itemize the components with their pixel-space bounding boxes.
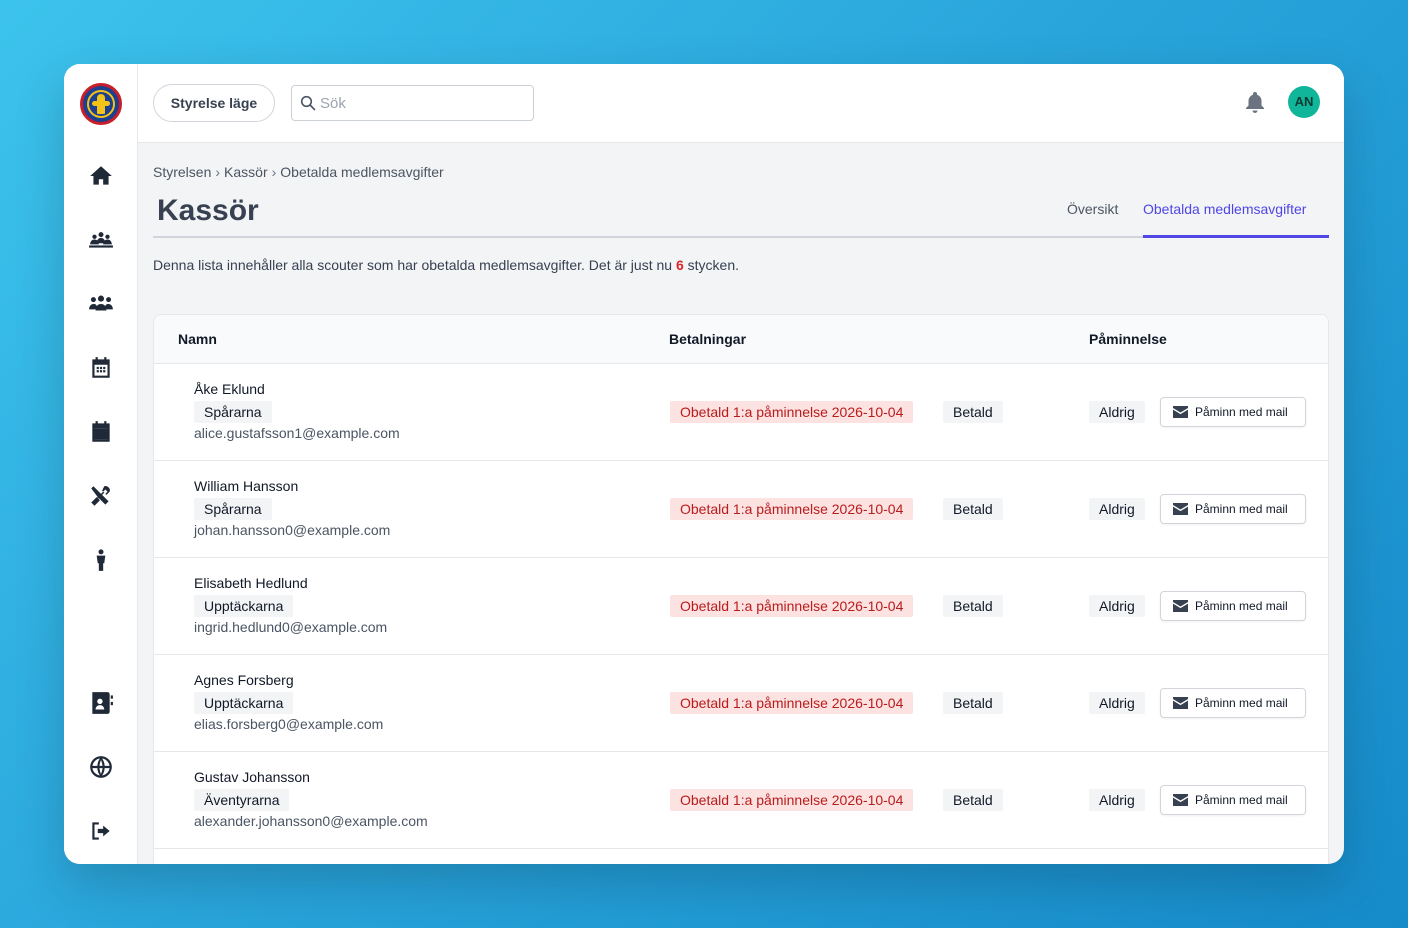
remind-button-label: Påminn med mail: [1195, 405, 1288, 419]
breadcrumb: Styrelsen › Kassör › Obetalda medlemsavgifte…: [153, 164, 444, 180]
unpaid-fees-table: Namn Betalningar Påminnelse Åke Eklund S…: [153, 314, 1329, 864]
remind-by-mail-button[interactable]: Påminn med mail: [1160, 591, 1306, 621]
header-payments: Betalningar: [669, 331, 747, 347]
mail-icon: [1173, 600, 1188, 612]
remind-button-label: Påminn med mail: [1195, 502, 1288, 516]
remind-by-mail-button[interactable]: Påminn med mail: [1160, 397, 1306, 427]
board-mode-button[interactable]: Styrelse läge: [153, 84, 275, 122]
description-suffix: stycken.: [687, 257, 739, 273]
app-window: Styrelse läge AN Styrelsen›Kassör›Obetal…: [64, 64, 1344, 864]
description-text: Denna lista innehåller alla scouter som …: [153, 257, 673, 273]
table-row: Agnes Forsberg Upptäckarna elias.forsber…: [154, 654, 1328, 751]
contact-book-icon[interactable]: [88, 690, 114, 716]
tabs-divider: [153, 236, 1329, 238]
search-box[interactable]: [291, 85, 534, 121]
remind-by-mail-button[interactable]: Påminn med mail: [1160, 688, 1306, 718]
paid-badge: Betald: [943, 498, 1003, 520]
logo[interactable]: [80, 83, 122, 125]
active-tab-indicator: [1143, 235, 1329, 238]
unpaid-count: 6: [675, 257, 684, 273]
reminder-status-badge: Aldrig: [1089, 401, 1145, 423]
table-row: [154, 848, 1328, 864]
unpaid-badge: Obetald 1:a påminnelse 2026-10-04: [670, 789, 914, 811]
mail-icon: [1173, 794, 1188, 806]
paid-badge: Betald: [943, 595, 1003, 617]
top-bar: Styrelse läge AN: [138, 64, 1344, 143]
table-row: Gustav Johansson Äventyrarna alexander.j…: [154, 751, 1328, 848]
header-name: Namn: [178, 331, 217, 347]
unpaid-badge: Obetald 1:a påminnelse 2026-10-04: [670, 498, 914, 520]
reminder-status-badge: Aldrig: [1089, 789, 1145, 811]
member-email: johan.hansson0@example.com: [194, 522, 391, 538]
camp-group-icon[interactable]: [88, 227, 114, 253]
calendar-icon[interactable]: [88, 419, 114, 445]
group-badge: Spårarna: [194, 498, 272, 520]
reminder-status-badge: Aldrig: [1089, 498, 1145, 520]
member-name: William Hansson: [194, 478, 299, 494]
logo-ring: [87, 90, 115, 118]
logout-icon[interactable]: [88, 818, 114, 844]
unpaid-badge: Obetald 1:a påminnelse 2026-10-04: [670, 692, 914, 714]
member-email: elias.forsberg0@example.com: [194, 716, 384, 732]
table-header: Namn Betalningar Påminnelse: [154, 315, 1328, 363]
reminder-status-badge: Aldrig: [1089, 692, 1145, 714]
member-name: Gustav Johansson: [194, 769, 310, 785]
home-icon[interactable]: [88, 163, 114, 189]
sidebar: [64, 64, 138, 864]
mail-icon: [1173, 406, 1188, 418]
breadcrumb-item[interactable]: Kassör: [224, 164, 268, 180]
child-icon[interactable]: [88, 547, 114, 573]
chevron-right-icon: ›: [215, 164, 221, 180]
remind-button-label: Påminn med mail: [1195, 793, 1288, 807]
avatar[interactable]: AN: [1288, 86, 1320, 118]
member-name: Åke Eklund: [194, 381, 265, 397]
paid-badge: Betald: [943, 789, 1003, 811]
group-badge: Äventyrarna: [194, 789, 290, 811]
globe-icon[interactable]: [88, 754, 114, 780]
table-row: Åke Eklund Spårarna alice.gustafsson1@ex…: [154, 363, 1328, 460]
member-name: Agnes Forsberg: [194, 672, 294, 688]
breadcrumb-item[interactable]: Styrelsen: [153, 164, 212, 180]
paid-badge: Betald: [943, 401, 1003, 423]
member-email: alice.gustafsson1@example.com: [194, 425, 400, 441]
table-row: Elisabeth Hedlund Upptäckarna ingrid.hed…: [154, 557, 1328, 654]
group-badge: Upptäckarna: [194, 692, 294, 714]
mail-icon: [1173, 697, 1188, 709]
mail-icon: [1173, 503, 1188, 515]
members-icon[interactable]: [88, 291, 114, 317]
logo-lily-bar: [92, 101, 110, 106]
unpaid-badge: Obetald 1:a påminnelse 2026-10-04: [670, 401, 914, 423]
bell-icon[interactable]: [1244, 90, 1266, 114]
paid-badge: Betald: [943, 692, 1003, 714]
member-name: Elisabeth Hedlund: [194, 575, 308, 591]
tools-icon[interactable]: [88, 483, 114, 509]
group-badge: Upptäckarna: [194, 595, 294, 617]
unpaid-badge: Obetald 1:a påminnelse 2026-10-04: [670, 595, 914, 617]
breadcrumb-item[interactable]: Obetalda medlemsavgifter: [280, 164, 444, 180]
tab-unpaid-fees[interactable]: Obetalda medlemsavgifter: [1143, 201, 1307, 217]
chevron-right-icon: ›: [271, 164, 277, 180]
search-icon: [300, 95, 316, 111]
member-email: ingrid.hedlund0@example.com: [194, 619, 388, 635]
group-badge: Spårarna: [194, 401, 272, 423]
tab-overview[interactable]: Översikt: [1067, 201, 1119, 217]
header-reminder: Påminnelse: [1089, 331, 1167, 347]
reminder-status-badge: Aldrig: [1089, 595, 1145, 617]
remind-by-mail-button[interactable]: Påminn med mail: [1160, 785, 1306, 815]
page-description: Denna lista innehåller alla scouter som …: [153, 257, 739, 273]
page-title: Kassör: [157, 194, 259, 227]
member-email: alexander.johansson0@example.com: [194, 813, 428, 829]
table-row: William Hansson Spårarna johan.hansson0@…: [154, 460, 1328, 557]
remind-button-label: Påminn med mail: [1195, 696, 1288, 710]
remind-button-label: Påminn med mail: [1195, 599, 1288, 613]
remind-by-mail-button[interactable]: Påminn med mail: [1160, 494, 1306, 524]
search-input[interactable]: [320, 92, 520, 114]
calendar-grid-icon[interactable]: [88, 355, 114, 381]
